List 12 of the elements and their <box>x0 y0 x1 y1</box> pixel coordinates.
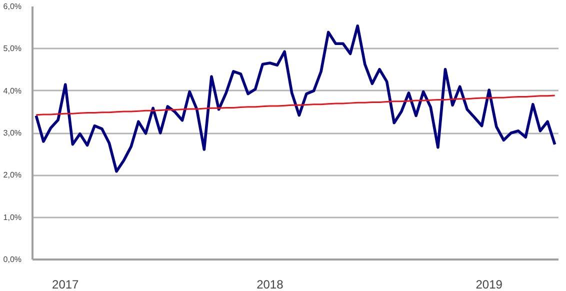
y-tick-label: 5,0% <box>3 44 22 54</box>
x-tick-label: 2017 <box>52 278 80 291</box>
y-tick-label: 4,0% <box>3 86 22 96</box>
y-tick-label: 2,0% <box>3 170 22 180</box>
y-tick-label: 0,0% <box>3 255 22 264</box>
y-tick-label: 1,0% <box>3 212 22 222</box>
x-tick-label: 2018 <box>256 278 284 291</box>
x-tick-label: 2019 <box>476 278 503 291</box>
y-tick-label: 3,0% <box>3 128 22 138</box>
line-series <box>35 94 556 116</box>
line-series <box>34 24 556 173</box>
y-tick-label: 6,0% <box>3 2 22 11</box>
